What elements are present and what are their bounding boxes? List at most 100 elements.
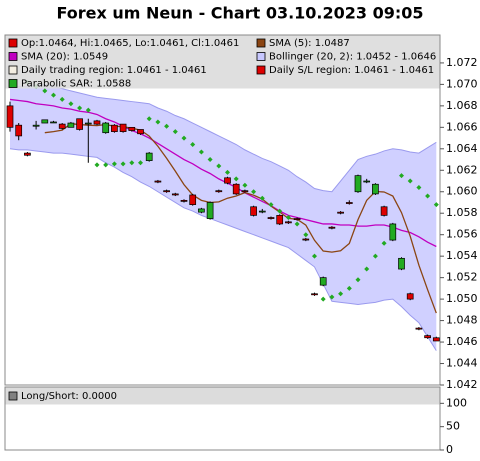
legend-swatch bbox=[256, 65, 266, 75]
plot-layer: 1.042 1.044 1.046 1.048 1.050 1.052 1.054 1.056… bbox=[5, 35, 478, 456]
sar-dot bbox=[164, 123, 170, 129]
sar-dot bbox=[190, 142, 196, 148]
candle-body bbox=[93, 120, 101, 125]
candle-body bbox=[372, 183, 379, 195]
sar-dot bbox=[372, 253, 378, 259]
candle-body bbox=[58, 123, 66, 129]
candle-body bbox=[32, 124, 40, 127]
sar-dot bbox=[198, 149, 204, 155]
y-tick-label: 1.044 bbox=[446, 357, 478, 370]
sar-dot bbox=[85, 107, 91, 113]
sar-dot bbox=[433, 202, 439, 208]
candle-body bbox=[302, 238, 310, 241]
sar-dot bbox=[338, 291, 344, 297]
candle-body bbox=[389, 223, 397, 241]
y-tick-label: 1.064 bbox=[446, 142, 478, 155]
y-tick-label: 50 bbox=[446, 420, 460, 433]
candle-body bbox=[328, 226, 336, 229]
candle-body bbox=[267, 217, 275, 219]
sar-dot bbox=[120, 161, 126, 167]
candle-body bbox=[67, 122, 75, 128]
legend-label: Bollinger (20, 2): 1.0452 - 1.0646 bbox=[269, 52, 436, 63]
candle-body bbox=[258, 210, 266, 213]
sar-dot bbox=[346, 285, 352, 291]
candle-body bbox=[293, 218, 301, 221]
sar-dot bbox=[268, 202, 274, 208]
sar-dot bbox=[425, 193, 431, 199]
candle-body bbox=[241, 190, 249, 193]
candle-body bbox=[311, 293, 318, 296]
legend-swatch bbox=[8, 52, 18, 61]
legend-label: Long/Short: 0.0000 bbox=[21, 391, 117, 402]
bollinger-lower bbox=[9, 148, 437, 351]
sar-dot bbox=[207, 157, 213, 163]
sma-line bbox=[44, 123, 437, 314]
sar-dot bbox=[303, 232, 309, 238]
candle-body bbox=[163, 190, 170, 193]
bollinger-band bbox=[10, 84, 437, 351]
legend-background bbox=[5, 35, 440, 89]
sar-dot bbox=[129, 160, 135, 166]
candle-body bbox=[119, 123, 127, 132]
sar-dot bbox=[294, 221, 300, 227]
sar-dot bbox=[155, 119, 161, 125]
legend-swatch bbox=[256, 38, 266, 48]
y-tick-label: 1.054 bbox=[446, 249, 478, 262]
sar-dot bbox=[329, 294, 335, 300]
sar-dot bbox=[233, 176, 239, 182]
sar-dot bbox=[103, 162, 109, 168]
sar-dot bbox=[355, 277, 361, 283]
candle-body bbox=[285, 221, 292, 224]
candle-body bbox=[24, 152, 31, 156]
sar-dot bbox=[216, 163, 222, 169]
y-tick-label: 1.070 bbox=[446, 77, 478, 90]
legend-label: Op:1.0464, Hi:1.0465, Lo:1.0461, Cl:1.04… bbox=[21, 38, 239, 49]
candle-body bbox=[424, 335, 431, 339]
candle-body bbox=[102, 122, 110, 134]
sar-dot bbox=[68, 101, 74, 107]
sar-dot bbox=[364, 266, 370, 272]
candle-body bbox=[250, 206, 257, 216]
bollinger-upper bbox=[9, 83, 437, 193]
candle-body bbox=[76, 118, 83, 130]
legend-label: SMA (5): 1.0487 bbox=[269, 38, 350, 49]
candle-body bbox=[128, 126, 136, 131]
y-tick-label: 1.056 bbox=[446, 228, 478, 241]
y-tick-label: 1.046 bbox=[446, 335, 478, 348]
candle-body bbox=[415, 327, 423, 330]
sar-dot bbox=[312, 253, 317, 259]
sar-dot bbox=[172, 129, 178, 135]
candle-body bbox=[154, 180, 162, 183]
y-tick-label: 1.066 bbox=[446, 120, 478, 133]
candle-body bbox=[198, 208, 205, 213]
legend-swatch bbox=[8, 38, 18, 48]
y-tick-label: 1.048 bbox=[446, 314, 478, 327]
legend-background bbox=[5, 387, 440, 405]
y-tick-label: 1.052 bbox=[446, 271, 478, 284]
sar-dot bbox=[320, 296, 326, 302]
sar-dot bbox=[285, 215, 291, 221]
sar-dot bbox=[225, 169, 230, 175]
candle-body bbox=[354, 175, 362, 193]
candle-body bbox=[363, 180, 371, 183]
sma-line bbox=[9, 98, 437, 248]
sar-dot bbox=[251, 189, 257, 195]
sar-dot bbox=[146, 116, 152, 122]
candle-body bbox=[345, 202, 353, 204]
sar-dot bbox=[94, 162, 100, 168]
legend-label: Parabolic SAR: 1.0588 bbox=[21, 79, 131, 90]
candle-body bbox=[189, 194, 197, 205]
candle-body bbox=[180, 199, 188, 202]
candle-body bbox=[398, 257, 405, 270]
candle-body bbox=[276, 215, 284, 225]
legend-label: SMA (20): 1.0549 bbox=[21, 52, 108, 63]
sar-dot bbox=[242, 182, 248, 188]
sar-dot bbox=[138, 160, 143, 166]
candle-body bbox=[111, 124, 118, 132]
candle-body bbox=[232, 183, 240, 195]
y-tick-label: 1.058 bbox=[446, 206, 478, 219]
sar-dot bbox=[59, 96, 65, 102]
candle-body bbox=[337, 211, 344, 214]
candle-body bbox=[380, 206, 388, 216]
candle-body bbox=[171, 193, 179, 196]
